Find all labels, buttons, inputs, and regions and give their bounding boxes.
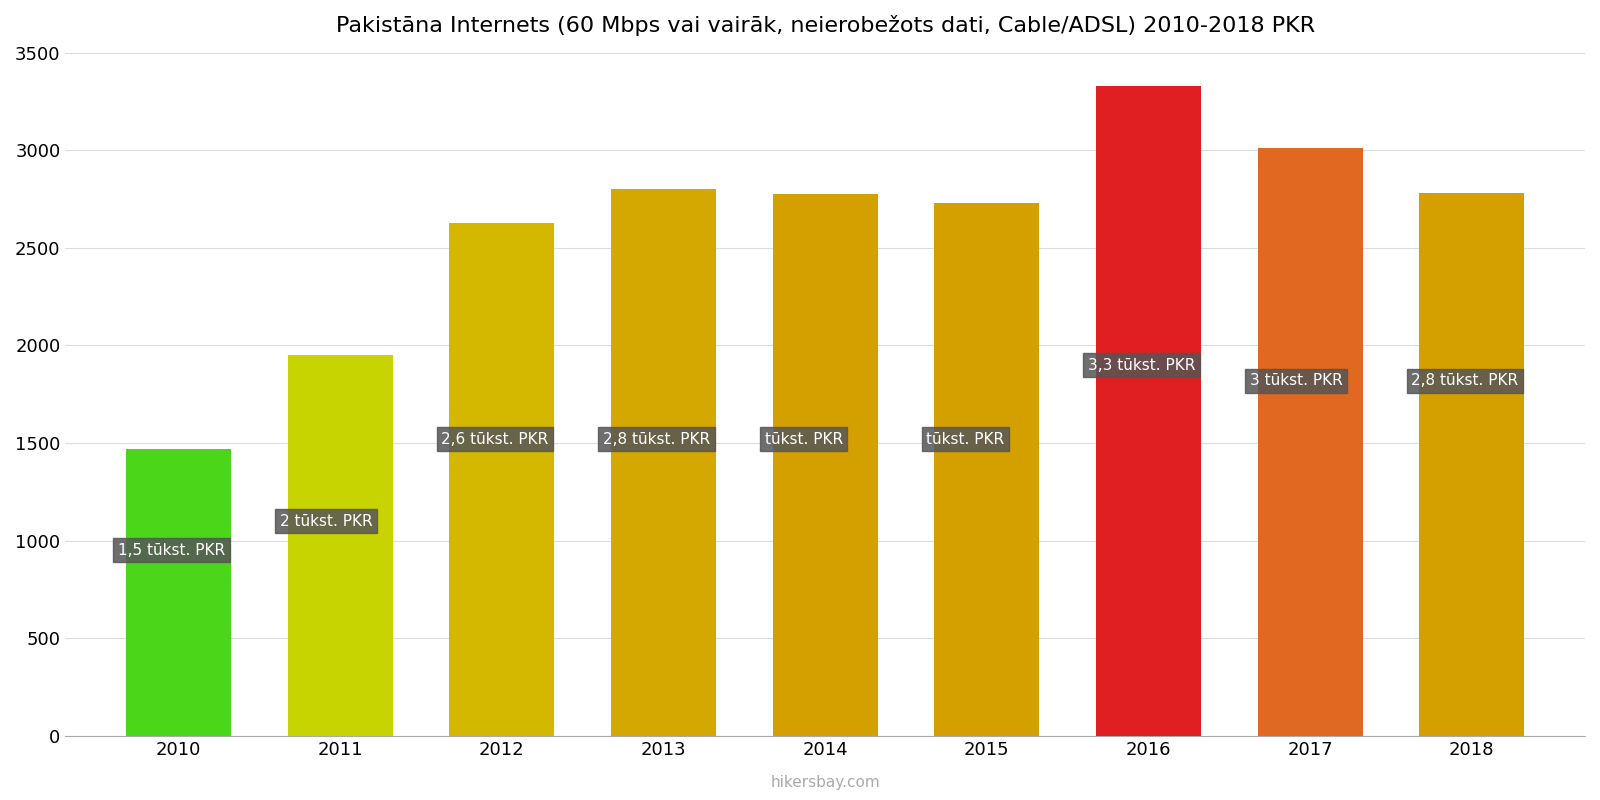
Text: 2,6 tūkst. PKR: 2,6 tūkst. PKR [442, 432, 549, 446]
Text: tūkst. PKR: tūkst. PKR [926, 432, 1005, 446]
Text: 2,8 tūkst. PKR: 2,8 tūkst. PKR [603, 432, 710, 446]
Bar [1096, 86, 1202, 736]
Title: Pakistāna Internets (60 Mbps vai vairāk, neierobežots dati, Cable/ADSL) 2010-201: Pakistāna Internets (60 Mbps vai vairāk,… [336, 15, 1315, 36]
Bar [450, 222, 554, 736]
Bar [934, 203, 1040, 736]
Text: 1,5 tūkst. PKR: 1,5 tūkst. PKR [118, 543, 226, 558]
Bar [126, 450, 230, 736]
Text: hikersbay.com: hikersbay.com [770, 775, 880, 790]
Text: tūkst. PKR: tūkst. PKR [765, 432, 843, 446]
Bar [1419, 194, 1525, 736]
Bar [773, 194, 878, 736]
Text: 2 tūkst. PKR: 2 tūkst. PKR [280, 514, 373, 529]
Text: 3 tūkst. PKR: 3 tūkst. PKR [1250, 373, 1342, 388]
Text: 2,8 tūkst. PKR: 2,8 tūkst. PKR [1411, 373, 1518, 388]
Text: 3,3 tūkst. PKR: 3,3 tūkst. PKR [1088, 358, 1195, 373]
Bar [288, 355, 392, 736]
Bar [611, 190, 717, 736]
Bar [1258, 149, 1363, 736]
